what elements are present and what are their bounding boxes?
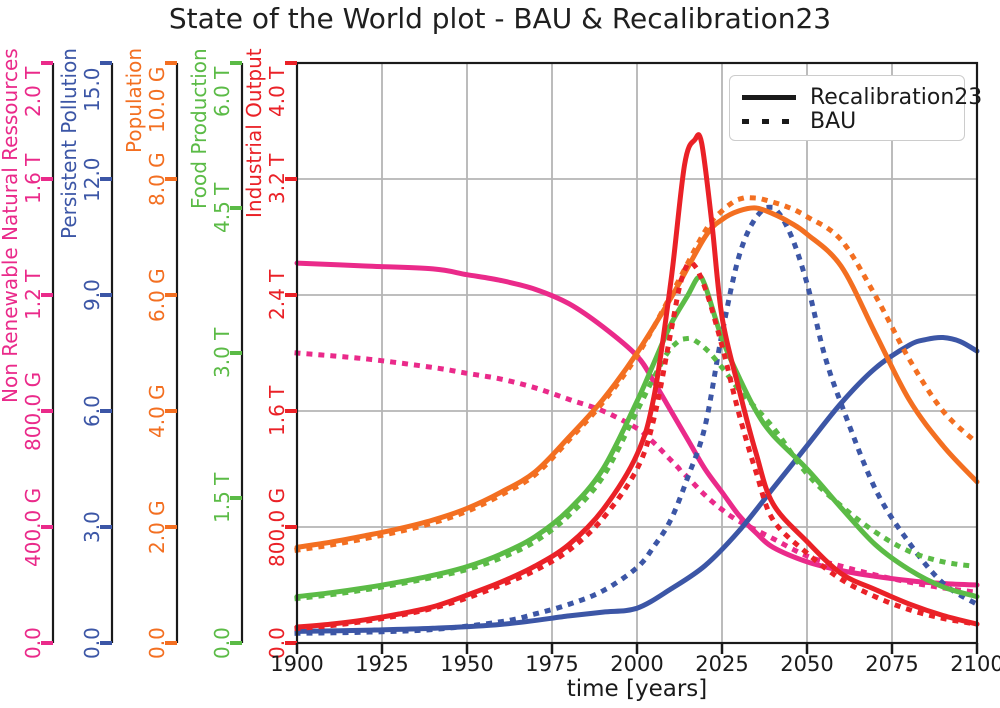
legend-entry-bau: BAU: [742, 108, 952, 134]
y-tick-label: 0.0: [80, 627, 104, 659]
y-axis-title: Persistent Pollution: [57, 48, 81, 239]
x-tick-label: 2100: [950, 652, 1000, 676]
y-tick-label: 0.0: [21, 627, 45, 659]
legend-solid-line-sample: [742, 94, 796, 100]
y-tick-label: 800.0 G: [21, 371, 45, 451]
series-resources-recalibration23-line: [294, 260, 980, 588]
y-tick-label: 2.0 T: [21, 66, 45, 117]
y-tick-label: 0.0: [145, 627, 169, 659]
legend-label: BAU: [810, 108, 857, 134]
y-tick-label: 0.0: [210, 627, 234, 659]
series-population-recalibration23-line: [294, 205, 980, 550]
y-tick-label: 6.0: [80, 395, 104, 427]
y-tick-label: 4.0 G: [145, 384, 169, 438]
y-tick-label: 1.5 T: [210, 472, 234, 523]
y-tick-label: 8.0 G: [145, 152, 169, 206]
y-tick-label: 1.2 T: [21, 269, 45, 320]
x-tick-label: 2025: [695, 652, 749, 676]
y-tick-label: 800.0 G: [265, 487, 289, 567]
series-industrial-recalibration23-line: [294, 132, 980, 630]
y-tick-label: 4.5 T: [210, 182, 234, 233]
y-axis-title: Population: [122, 47, 146, 153]
y-axis-title: Food Production: [187, 48, 211, 209]
y-tick-label: 2.0 G: [145, 500, 169, 554]
series-food-recalibration23-line: [294, 274, 980, 600]
y-tick-label: 12.0: [80, 156, 104, 202]
x-tick-label: 1975: [525, 652, 579, 676]
y-tick-label: 9.0: [80, 279, 104, 311]
y-tick-label: 1.6 T: [265, 385, 289, 436]
x-tick-label: 1900: [270, 652, 324, 676]
y-tick-label: 3.2 T: [265, 153, 289, 204]
legend-label: Recalibration23: [810, 84, 983, 110]
x-tick-label: 2050: [780, 652, 834, 676]
legend-entry-recalibration23: Recalibration23: [742, 85, 982, 110]
y-tick-label: 1.6 T: [21, 153, 45, 204]
y-tick-label: 3.0 T: [210, 327, 234, 378]
legend-dotted-line-sample: [742, 118, 796, 124]
series-pollution-bau-line: [294, 204, 981, 636]
y-tick-label: 2.4 T: [265, 269, 289, 320]
y-tick-label: 6.0 G: [145, 268, 169, 322]
x-axis-title: time [years]: [566, 676, 708, 702]
y-tick-label: 15.0: [80, 67, 104, 112]
legend: Recalibration23 BAU: [729, 75, 982, 141]
y-tick-label: 400.0 G: [21, 487, 45, 567]
x-tick-label: 2000: [610, 652, 664, 676]
y-tick-label: 10.0 G: [145, 66, 169, 133]
series-pollution-recalibration23-line: [294, 334, 980, 634]
y-tick-label: 6.0 T: [210, 66, 234, 117]
chart-title: State of the World plot - BAU & Recalibr…: [168, 2, 832, 35]
series-resources-bau-line: [294, 350, 980, 596]
x-tick-label: 1950: [440, 652, 494, 676]
y-axis-title: Non Renewable Natural Ressources: [0, 48, 22, 403]
y-tick-label: 4.0 T: [265, 66, 289, 117]
y-tick-label: 3.0: [80, 511, 104, 543]
x-tick-label: 1925: [355, 652, 409, 676]
x-tick-label: 2075: [865, 652, 919, 676]
y-axis-title: Industrial Output: [242, 48, 266, 218]
